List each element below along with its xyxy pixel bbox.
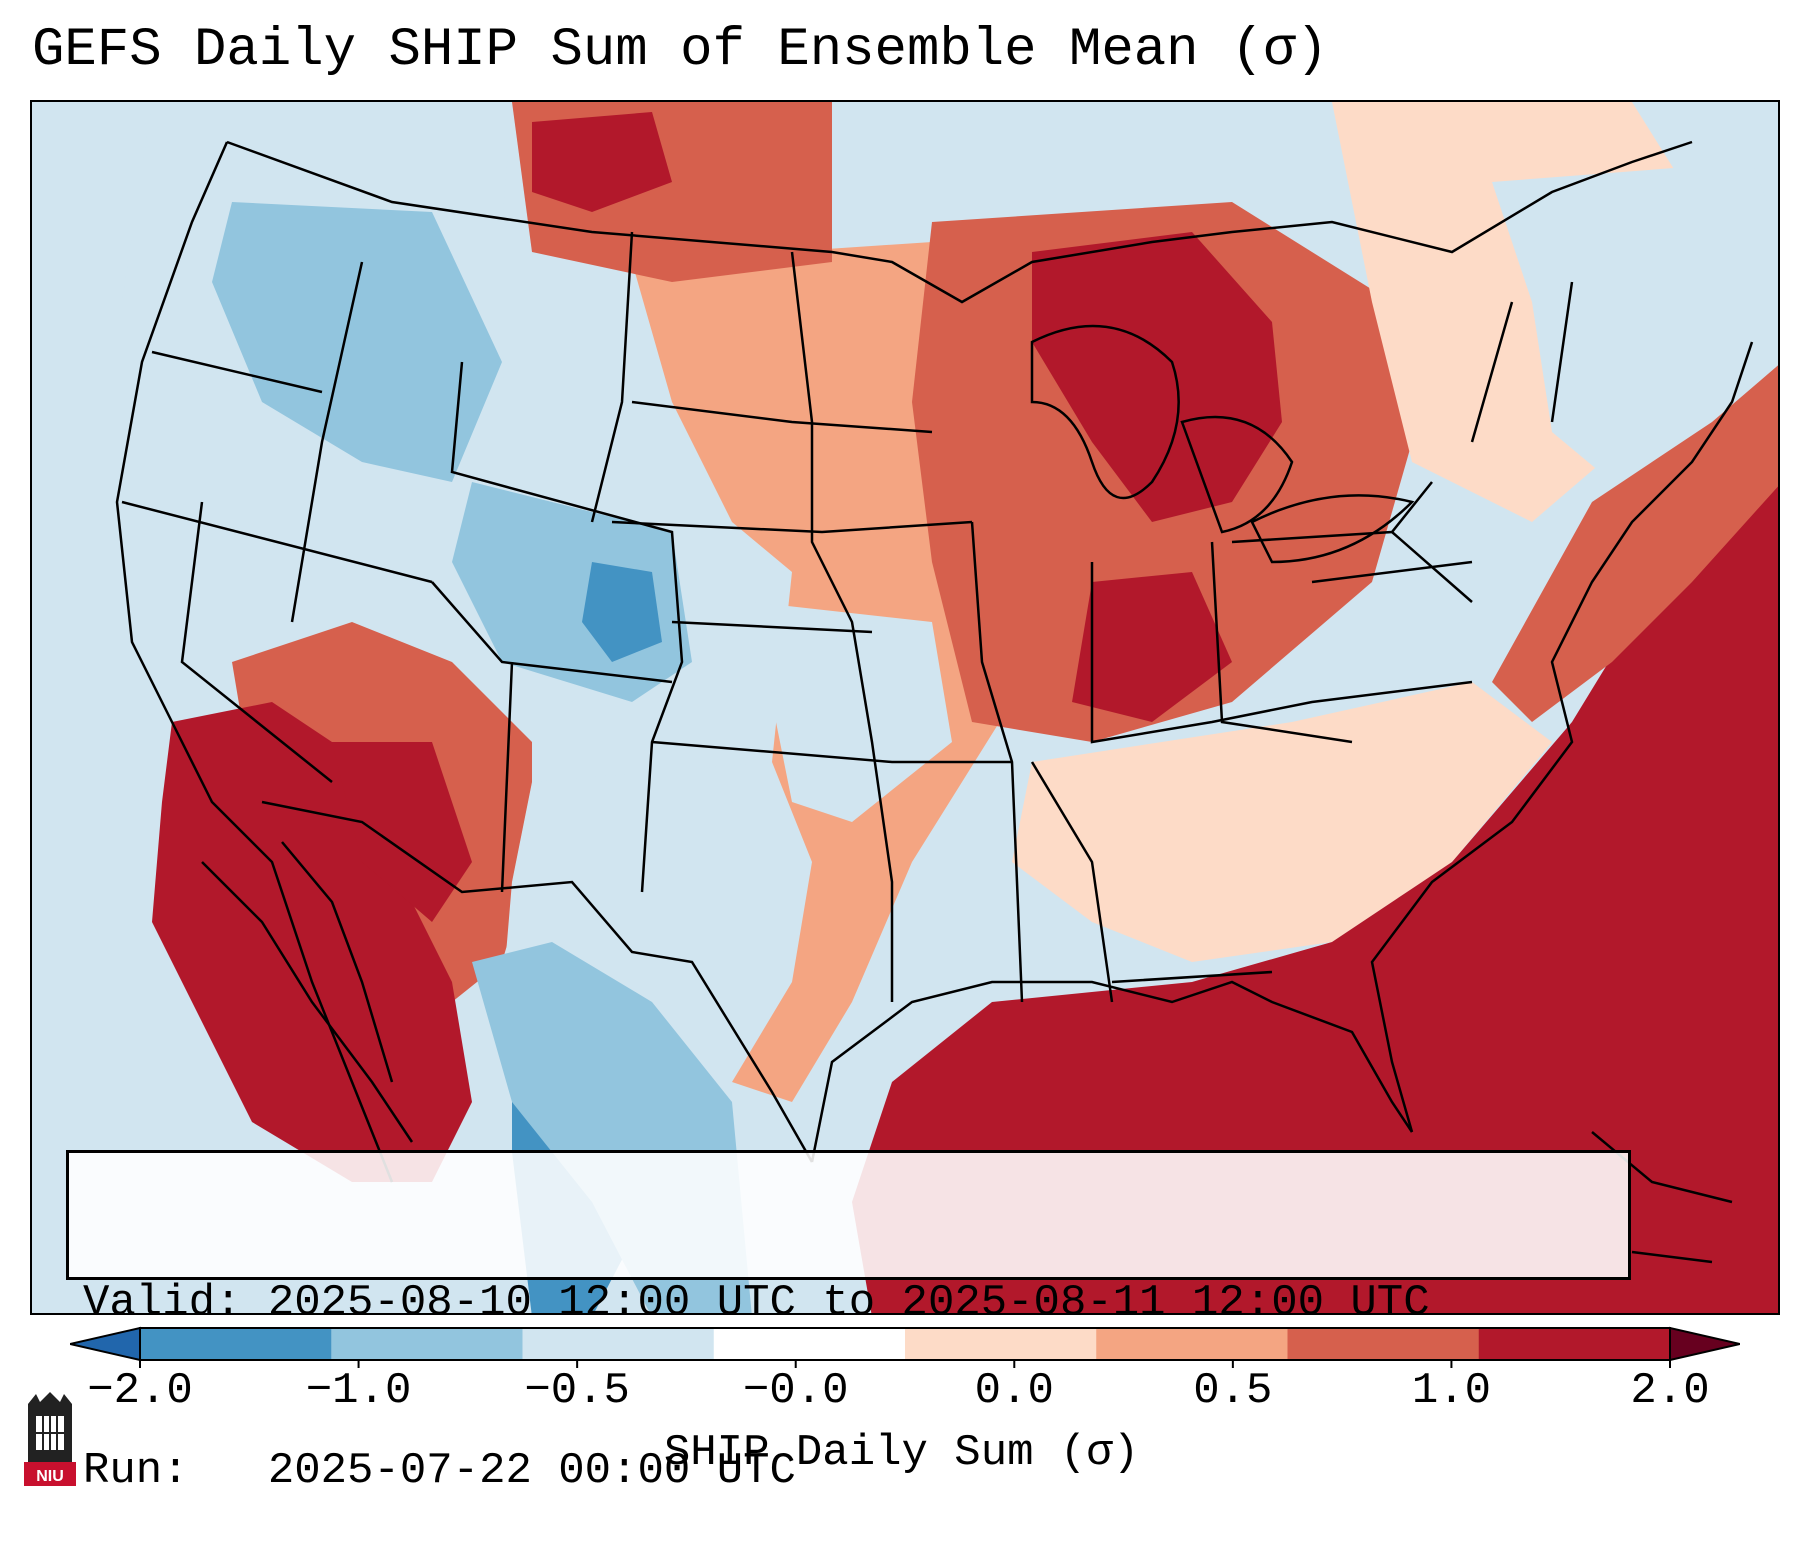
colorbar-tick-label: 0.0 xyxy=(974,1366,1054,1416)
region-ohio-strong xyxy=(1072,572,1232,722)
region-kansas-light xyxy=(752,602,952,822)
niu-logo: NIU xyxy=(24,1392,76,1486)
region-arizona-strong xyxy=(332,742,472,922)
valid-run-infobox: Valid: 2025-08-10 12:00 UTC to 2025-08-1… xyxy=(66,1150,1631,1496)
colorbar-tick-label: −1.0 xyxy=(305,1366,412,1416)
colorbar-segment xyxy=(522,1328,715,1360)
state-line-1 xyxy=(121,261,433,783)
colorbar-over-extension xyxy=(1669,1326,1740,1362)
colorbar-segment xyxy=(331,1328,523,1360)
map-svg xyxy=(32,102,1778,1313)
east-coast xyxy=(1370,341,1754,1133)
chart-title: GEFS Daily SHIP Sum of Ensemble Mean (σ) xyxy=(32,20,1329,81)
colorbar-tick-label: −2.0 xyxy=(87,1366,193,1416)
colorbar-under-extension xyxy=(70,1326,141,1362)
gulf-coast xyxy=(810,980,1414,1163)
valid-time-text: Valid: 2025-08-10 12:00 UTC to 2025-08-1… xyxy=(83,1278,1430,1328)
caribbean-islands xyxy=(1591,1131,1733,1264)
west-coast xyxy=(115,141,394,1183)
map-panel xyxy=(30,100,1780,1315)
colorbar-tick-label: −0.5 xyxy=(524,1366,630,1416)
colorbar-tick-label: 1.0 xyxy=(1411,1366,1492,1416)
colorbar-tick-label: 2.0 xyxy=(1630,1366,1710,1416)
colorbar-segment xyxy=(713,1328,906,1360)
logo-text: NIU xyxy=(36,1468,64,1485)
colorbar-segment xyxy=(1096,1328,1288,1360)
state-line-6 xyxy=(1231,281,1574,603)
state-line-4 xyxy=(790,251,1024,1003)
colorbar-outline xyxy=(139,1327,1671,1361)
us-mexico-border xyxy=(261,800,814,1163)
region-colorado-strong xyxy=(582,562,662,662)
region-newengland-negative xyxy=(1492,162,1778,482)
state-line-2 xyxy=(431,361,684,893)
colorbar-label: SHIP Daily Sum (σ) xyxy=(663,1428,1140,1478)
region-idaho-negative xyxy=(212,202,502,482)
colorbar-segment xyxy=(905,1328,1097,1360)
colorbar-segment xyxy=(1287,1328,1480,1360)
colorbar-segment xyxy=(140,1328,332,1360)
colorbar-segment xyxy=(1478,1328,1671,1360)
region-montana-strong xyxy=(532,112,672,212)
colorbar-tick-label: 0.5 xyxy=(1193,1366,1273,1416)
region-southeast-light xyxy=(1012,682,1552,962)
state-line-3 xyxy=(590,231,1012,764)
region-greatlakes-strong xyxy=(1032,232,1282,522)
state-line-5 xyxy=(1030,541,1473,1003)
region-atlantic-moderate xyxy=(1492,365,1778,722)
colorbar-tick-label: −0.0 xyxy=(742,1366,849,1416)
region-atlantic-gulf-strong xyxy=(852,426,1778,1313)
boundary-lines xyxy=(115,140,1754,1264)
run-time-text: Run: 2025-07-22 00:00 UTC xyxy=(83,1446,796,1496)
mexico-coast xyxy=(201,841,414,1143)
great-lakes xyxy=(1030,324,1415,564)
colorbar xyxy=(70,1326,1740,1368)
